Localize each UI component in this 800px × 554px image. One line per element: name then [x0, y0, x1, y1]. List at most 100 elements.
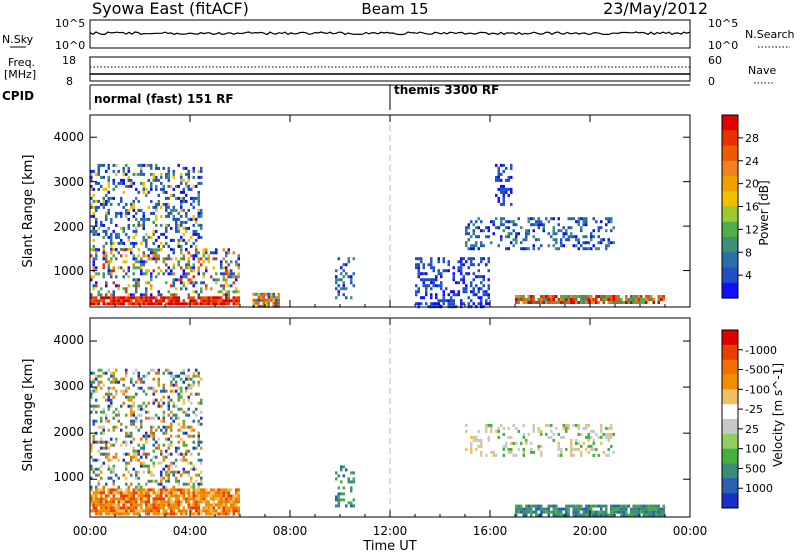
data-cell: [522, 432, 525, 436]
data-cell: [480, 244, 483, 248]
data-cell: [132, 241, 135, 245]
data-cell: [187, 377, 190, 381]
data-cell: [127, 509, 130, 513]
data-cell: [267, 298, 270, 302]
data-cell: [110, 380, 113, 384]
data-cell: [95, 172, 98, 176]
data-cell: [597, 513, 600, 517]
data-cell: [555, 241, 558, 245]
data-cell: [470, 235, 473, 239]
data-cell: [472, 435, 475, 439]
data-cell: [142, 181, 145, 185]
data-cell: [140, 293, 143, 297]
data-cell: [155, 251, 158, 255]
data-cell: [130, 494, 133, 498]
data-cell: [112, 464, 115, 468]
data-cell: [417, 257, 420, 261]
data-cell: [142, 380, 145, 384]
data-cell: [170, 398, 173, 402]
data-cell: [92, 226, 95, 230]
data-cell: [205, 266, 208, 270]
data-cell: [207, 299, 210, 303]
data-cell: [190, 467, 193, 471]
data-cell: [152, 172, 155, 176]
data-cell: [505, 166, 508, 170]
data-cell: [157, 193, 160, 197]
data-cell: [195, 479, 198, 483]
data-cell: [137, 386, 140, 390]
data-cell: [127, 488, 130, 492]
data-cell: [577, 441, 580, 445]
data-cell: [192, 281, 195, 285]
data-cell: [197, 269, 200, 273]
data-cell: [172, 500, 175, 504]
data-cell: [140, 437, 143, 441]
data-cell: [150, 293, 153, 297]
data-cell: [520, 226, 523, 230]
data-cell: [570, 232, 573, 236]
data-cell: [502, 432, 505, 436]
data-cell: [640, 298, 643, 301]
data-cell: [535, 220, 538, 224]
data-cell: [192, 184, 195, 188]
data-cell: [607, 298, 610, 301]
data-cell: [582, 513, 585, 517]
data-cell: [335, 269, 338, 273]
data-cell: [197, 251, 200, 255]
data-cell: [177, 196, 180, 200]
data-cell: [335, 296, 338, 300]
data-cell: [107, 395, 110, 399]
data-cell: [127, 452, 130, 456]
data-cell: [497, 199, 500, 203]
data-cell: [487, 278, 490, 282]
data-cell: [617, 298, 620, 301]
data-cell: [540, 507, 543, 511]
data-cell: [592, 441, 595, 445]
data-cell: [602, 504, 605, 508]
data-cell: [127, 431, 130, 435]
data-cell: [482, 426, 485, 430]
data-cell: [147, 509, 150, 513]
data-cell: [477, 290, 480, 294]
data-cell: [117, 503, 120, 507]
colorbar-segment: [722, 115, 738, 131]
data-cell: [147, 512, 150, 516]
data-cell: [547, 232, 550, 236]
data-cell: [530, 513, 533, 517]
data-cell: [117, 380, 120, 384]
data-cell: [155, 455, 158, 459]
data-cell: [97, 404, 100, 408]
data-cell: [97, 380, 100, 384]
data-cell: [105, 398, 108, 402]
data-cell: [160, 172, 163, 176]
data-cell: [132, 509, 135, 513]
data-cell: [595, 513, 598, 517]
sky-noise-trace: [89, 31, 691, 36]
data-cell: [145, 260, 148, 264]
data-cell: [167, 437, 170, 441]
data-cell: [577, 426, 580, 430]
data-cell: [565, 444, 568, 448]
data-cell: [125, 374, 128, 378]
data-cell: [440, 299, 443, 303]
data-cell: [160, 449, 163, 453]
data-cell: [237, 299, 240, 303]
data-cell: [237, 263, 240, 267]
data-cell: [182, 512, 185, 516]
data-cell: [130, 458, 133, 462]
data-cell: [140, 181, 143, 185]
data-cell: [430, 296, 433, 300]
data-cell: [107, 181, 110, 185]
data-cell: [572, 217, 575, 221]
data-cell: [447, 260, 450, 264]
data-cell: [185, 449, 188, 453]
data-cell: [180, 244, 183, 248]
data-cell: [487, 438, 490, 442]
data-cell: [185, 431, 188, 435]
data-cell: [112, 467, 115, 471]
data-cell: [630, 507, 633, 511]
data-cell: [112, 497, 115, 501]
data-cell: [150, 368, 153, 372]
data-cell: [335, 281, 338, 285]
data-cell: [272, 298, 275, 302]
